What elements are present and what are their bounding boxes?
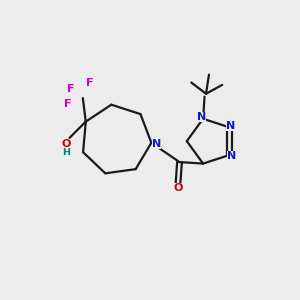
Text: O: O [62,139,71,149]
Text: O: O [173,183,183,193]
Text: F: F [86,78,94,88]
Text: N: N [152,139,161,149]
Text: N: N [226,121,236,131]
Text: N: N [227,152,236,161]
Text: F: F [67,84,74,94]
Text: H: H [63,148,70,157]
Text: F: F [64,99,71,109]
Text: N: N [197,112,206,122]
